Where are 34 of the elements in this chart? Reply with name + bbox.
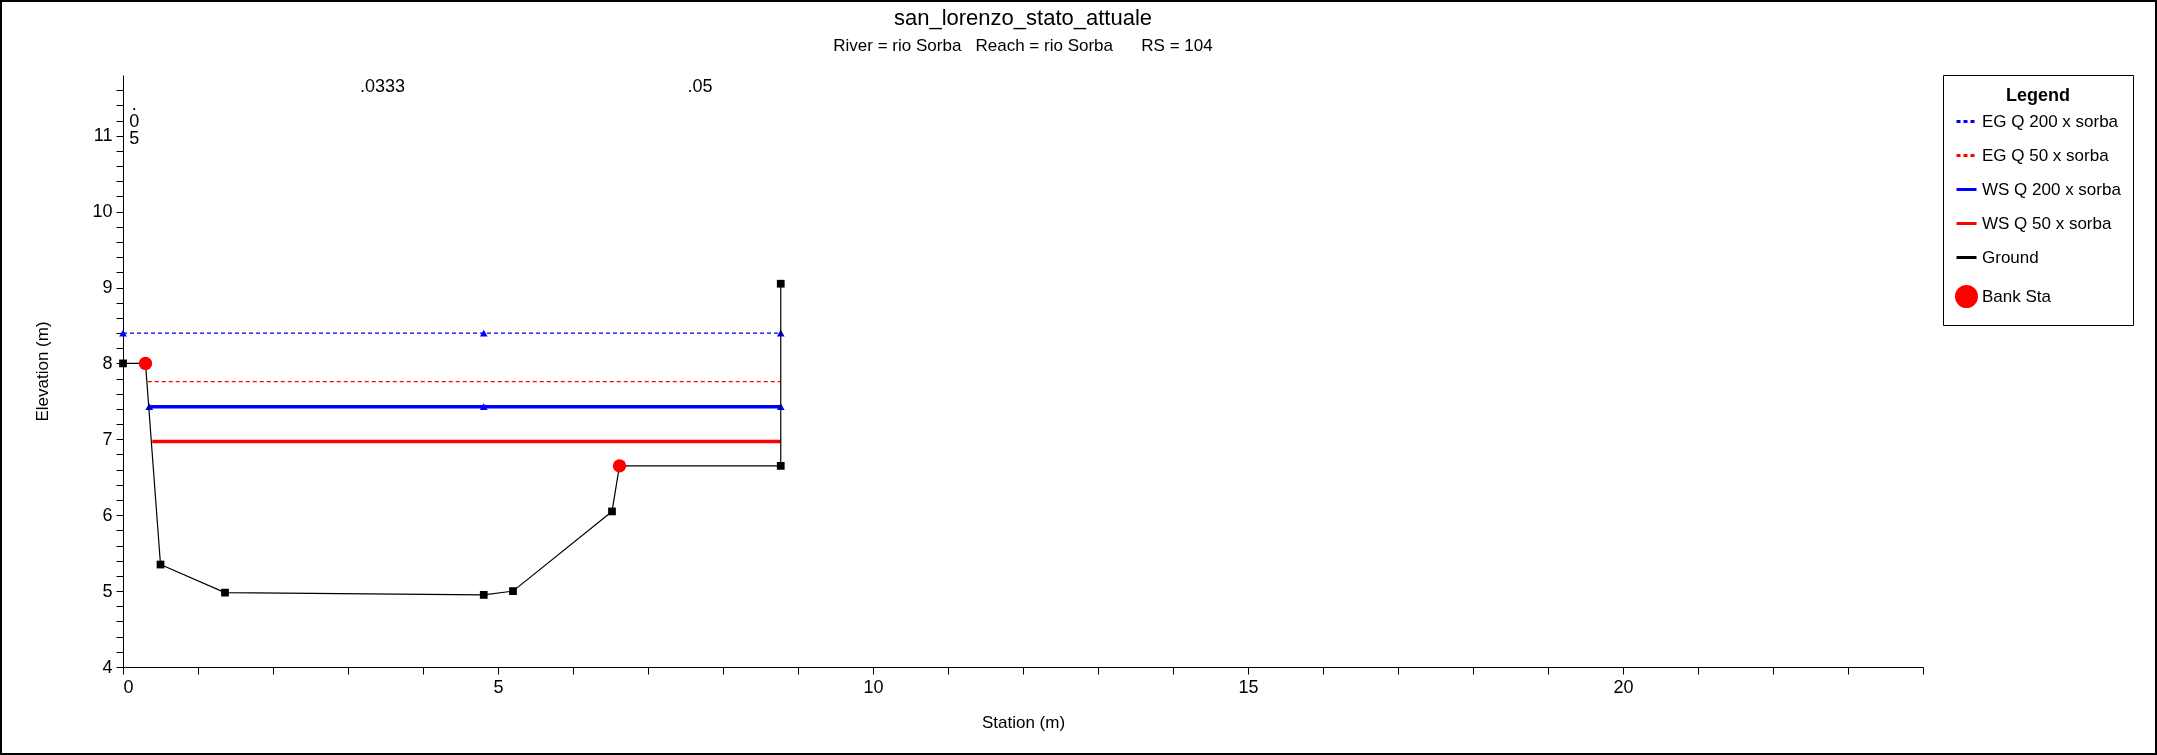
y-axis-title: Elevation (m) [33,321,53,422]
chart-subtitle: River = rio Sorba Reach = rio Sorba RS = 104 [833,35,1213,55]
y-tick-label: 11 [93,125,113,146]
legend-label: WS Q 50 x sorba [1982,213,2112,233]
x-axis-title: Station (m) [981,712,1066,732]
point [776,279,785,288]
legend-label: EG Q 200 x sorba [1982,111,2119,131]
point [479,591,488,599]
y-tick-label: 4 [102,656,113,677]
y-tick-label: 6 [102,504,113,525]
legend-label: Bank Sta [1982,286,2052,306]
x-tick-label: 20 [1613,676,1634,697]
legend-label: Ground [1982,247,2039,267]
x-tick-label: 5 [493,676,504,697]
point [479,403,488,411]
y-tick-label: 8 [102,352,113,373]
y-tick-label: 9 [102,277,113,298]
legend-label: EG Q 50 x sorba [1982,145,2110,165]
legend-title: Legend [2005,85,2071,105]
annotation: .0333 [359,76,406,96]
point [776,462,785,470]
annotation: .05 [687,76,713,96]
x-tick-label: 0 [123,676,134,697]
legend-label: WS Q 200 x sorba [1982,179,2122,199]
y-tick-label: 5 [102,580,113,601]
chart-title: san_lorenzo_stato_attuale [893,4,1153,30]
x-tick-label: 10 [863,676,884,697]
point [608,507,616,516]
annotation: .05 [129,94,140,148]
y-tick-label: 10 [92,201,113,222]
point [221,588,229,597]
x-tick-label: 15 [1238,676,1259,697]
point [509,587,517,595]
y-tick-label: 7 [102,428,113,449]
